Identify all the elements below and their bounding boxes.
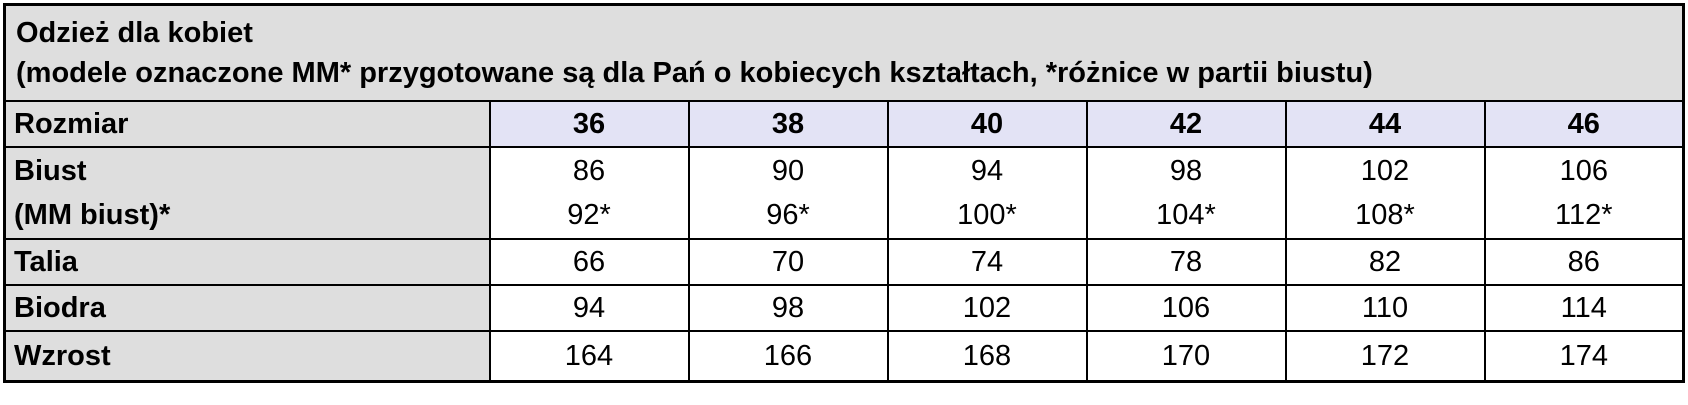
size-cell-46: 46 (1483, 100, 1685, 148)
mm-biust-value: 100* (957, 199, 1017, 231)
row-label-biust-line2: (MM biust)* (14, 199, 171, 231)
size-cell-38: 38 (687, 100, 889, 148)
row-label-wzrost: Wzrost (3, 330, 491, 383)
wzrost-value-44: 172 (1284, 330, 1486, 383)
talia-value-46: 86 (1483, 238, 1685, 286)
table-title-cell: Odzież dla kobiet (modele oznaczone MM* … (3, 3, 1685, 102)
row-biodra: Biodra 94 98 102 106 110 114 (3, 284, 1685, 332)
talia-value-36: 66 (488, 238, 690, 286)
row-label-rozmiar: Rozmiar (3, 100, 491, 148)
row-label-biust-line1: Biust (14, 155, 87, 187)
talia-value-42: 78 (1085, 238, 1287, 286)
talia-value-38: 70 (687, 238, 889, 286)
wzrost-value-46: 174 (1483, 330, 1685, 383)
size-chart-table: Odzież dla kobiet (modele oznaczone MM* … (3, 3, 1686, 383)
size-header-row: Rozmiar 36 38 40 42 44 46 (3, 100, 1685, 148)
biust-value-42: 98 104* (1085, 146, 1287, 240)
size-cell-44: 44 (1284, 100, 1486, 148)
biodra-value-42: 106 (1085, 284, 1287, 332)
talia-value-40: 74 (886, 238, 1088, 286)
biust-value: 90 (771, 155, 805, 187)
biodra-value-40: 102 (886, 284, 1088, 332)
biodra-value-36: 94 (488, 284, 690, 332)
row-label-biust: Biust (MM biust)* (3, 146, 491, 240)
row-wzrost: Wzrost 164 166 168 170 172 174 (3, 330, 1685, 383)
wzrost-value-38: 166 (687, 330, 889, 383)
biust-value: 94 (970, 155, 1004, 187)
biust-value-40: 94 100* (886, 146, 1088, 240)
biust-value: 86 (572, 155, 606, 187)
biodra-value-38: 98 (687, 284, 889, 332)
biust-value-44: 102 108* (1284, 146, 1486, 240)
size-cell-42: 42 (1085, 100, 1287, 148)
mm-biust-value: 112* (1554, 199, 1613, 231)
biust-value-38: 90 96* (687, 146, 889, 240)
row-label-biodra: Biodra (3, 284, 491, 332)
biust-value: 106 (1559, 155, 1608, 187)
row-talia: Talia 66 70 74 78 82 86 (3, 238, 1685, 286)
wzrost-value-42: 170 (1085, 330, 1287, 383)
mm-biust-value: 92* (567, 199, 611, 231)
wzrost-value-36: 164 (488, 330, 690, 383)
row-biust: Biust (MM biust)* 86 92* 90 96* 94 100* … (3, 146, 1685, 240)
biodra-value-44: 110 (1284, 284, 1486, 332)
biodra-value-46: 114 (1483, 284, 1685, 332)
biust-value: 102 (1360, 155, 1410, 187)
biust-value-36: 86 92* (488, 146, 690, 240)
size-cell-36: 36 (488, 100, 690, 148)
biust-value: 98 (1169, 155, 1203, 187)
wzrost-value-40: 168 (886, 330, 1088, 383)
mm-biust-value: 104* (1156, 199, 1216, 231)
talia-value-44: 82 (1284, 238, 1486, 286)
table-subtitle: (modele oznaczone MM* przygotowane są dl… (16, 57, 1373, 89)
table-title-row: Odzież dla kobiet (modele oznaczone MM* … (3, 3, 1685, 102)
row-label-talia: Talia (3, 238, 491, 286)
mm-biust-value: 108* (1355, 199, 1415, 231)
mm-biust-value: 96* (766, 199, 810, 231)
table-title: Odzież dla kobiet (16, 17, 253, 49)
size-cell-40: 40 (886, 100, 1088, 148)
biust-value-46: 106 112* (1483, 146, 1685, 240)
